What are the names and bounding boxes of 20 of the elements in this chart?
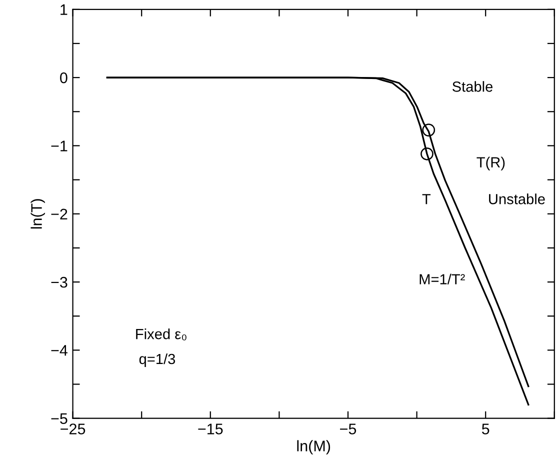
x-tick-label: −25 [60,424,86,434]
y-tick-label: −3 [51,276,68,288]
annotation: Fixed ε₀ [136,328,186,340]
y-axis-title: ln(T) [30,199,45,229]
x-tick-label: 5 [482,424,490,434]
x-axis-title: ln(M) [297,440,330,454]
y-tick-label: −4 [51,345,68,356]
x-tick-label: −15 [198,424,223,434]
y-tick-label: 1 [60,4,68,15]
x-tick-label: −5 [340,424,356,434]
y-tick-label: −1 [51,140,68,152]
annotation: M=1/T² [420,274,465,284]
annotation: Stable [452,81,493,92]
y-tick-label: −5 [51,413,68,424]
annotation: T [422,194,431,204]
y-tick-label: −2 [51,208,68,220]
annotation: q=1/3 [139,353,176,368]
annotation: Unstable [489,194,545,204]
y-tick-label: 0 [60,72,68,84]
annotation: T(R) [476,156,505,170]
